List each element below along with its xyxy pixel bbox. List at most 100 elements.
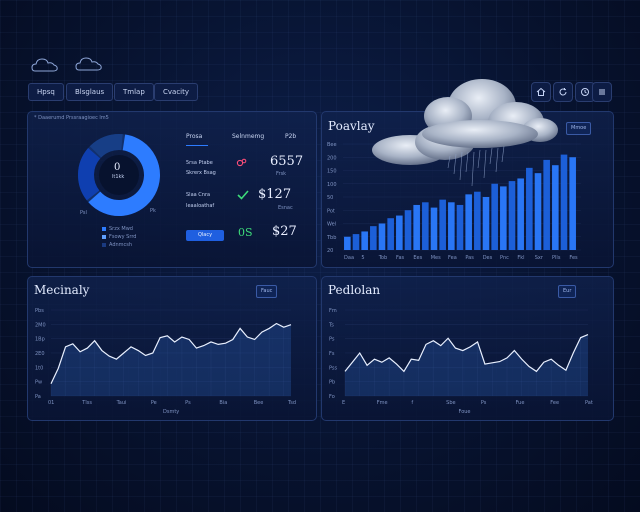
weekly-tag[interactable]: Mmoe <box>566 122 592 135</box>
donut-center <box>99 155 139 195</box>
storm-cloud-icon <box>372 79 558 187</box>
clock-icon-button[interactable] <box>575 82 595 102</box>
bar <box>396 215 403 250</box>
nav-tab-1[interactable]: Hpsq <box>28 83 64 101</box>
y-tick-label: Bee <box>327 142 337 148</box>
x-tick-label: Sxr <box>535 255 544 261</box>
x-tick-label: Fes <box>569 255 578 261</box>
y-tick-label: 20 <box>327 248 333 254</box>
x-tick-label: Tob <box>378 255 387 261</box>
x-tick-label: Fme <box>377 400 388 406</box>
y-tick-label: 100 <box>327 182 337 188</box>
nav-tab-4[interactable]: Cvacity <box>154 83 199 101</box>
col-header-2: Selnmemg <box>232 133 265 140</box>
row-2-label: Slaa Cnra <box>186 192 211 198</box>
bar <box>370 226 377 250</box>
y-tick-label: Ts <box>328 322 334 328</box>
monthly-title: Mecinaly <box>34 283 90 297</box>
bar <box>413 204 420 250</box>
col-header-3: P2b <box>285 133 297 140</box>
bar <box>569 157 576 250</box>
y-tick-label: Pw <box>35 380 42 386</box>
legend-label: Srzx Mwd <box>109 226 133 232</box>
bar <box>474 191 481 250</box>
refresh-icon <box>559 88 567 96</box>
apply-button[interactable]: Qlacy <box>186 230 224 241</box>
prediction-tag-label: Eur <box>563 288 572 294</box>
y-tick-label: Fo <box>329 394 335 400</box>
row-1-caption: Frsk <box>276 171 287 177</box>
x-tick-label: Pat <box>585 400 593 406</box>
refresh-icon-button[interactable] <box>553 82 573 102</box>
bar <box>508 181 516 250</box>
row-2-value: $127 <box>258 187 292 202</box>
y-tick-label: Fs <box>329 351 335 357</box>
nav-tab-2[interactable]: Blsglaus <box>66 83 114 101</box>
bar <box>491 183 498 250</box>
donut-value: 0 <box>114 162 121 173</box>
home-icon-button[interactable] <box>531 82 551 102</box>
area-fill <box>345 334 588 396</box>
x-tick-label: Bia <box>219 400 227 406</box>
area-line <box>50 322 292 384</box>
legend-item: Fsowy Srrd <box>102 233 136 241</box>
home-icon <box>536 87 546 96</box>
donut-subvalue: lt1kk <box>112 174 125 180</box>
y-tick-label: Ps <box>329 337 335 343</box>
x-tick-label: f <box>411 400 413 406</box>
donut-chart <box>78 134 160 216</box>
y-tick-label: Pbs <box>35 308 44 314</box>
bar <box>482 197 490 250</box>
bar <box>543 159 550 250</box>
legend-swatch <box>102 243 106 247</box>
cloud-logo-icon <box>30 55 60 75</box>
bar <box>344 236 351 250</box>
monthly-panel <box>27 276 317 421</box>
nav-tab-3[interactable]: Tmlap <box>114 83 154 101</box>
overview-panel <box>27 111 317 268</box>
y-tick-label: 2E0 <box>35 351 45 357</box>
y-tick-label: 1t0 <box>35 365 43 371</box>
bar <box>430 207 438 250</box>
y-tick-label: Fm <box>329 308 337 314</box>
x-tick-label: Ps <box>185 400 191 406</box>
x-tick-label: Des <box>483 255 493 261</box>
prediction-tag[interactable]: Eur <box>558 285 577 298</box>
bar <box>534 173 542 250</box>
x-tick-label: Tsd <box>287 400 296 406</box>
bar <box>378 223 386 250</box>
x-tick-label: Plls <box>552 255 561 261</box>
row-1-value: 6557 <box>270 154 304 169</box>
x-tick-label: Tlss <box>81 400 92 406</box>
legend-label: Fsowy Srrd <box>109 234 137 240</box>
weekly-title: Poavlay <box>328 119 375 133</box>
x-tick-label: Fea <box>448 255 457 261</box>
row-2-caption: Esnac <box>278 205 293 211</box>
area-gridlines <box>345 309 588 397</box>
os-value: 0S <box>238 226 253 239</box>
bar <box>560 154 568 250</box>
x-tick-label: Fkl <box>517 255 524 261</box>
alert-link-icon <box>236 158 247 167</box>
x-tick-label: 01 <box>48 400 54 406</box>
monthly-tag[interactable]: Fauc <box>256 285 278 298</box>
x-tick-label: Ees <box>413 255 422 261</box>
bar <box>404 210 412 250</box>
x-tick-label: Daa <box>344 255 354 261</box>
legend-swatch <box>102 235 106 239</box>
y-tick-label: 50 <box>327 195 333 201</box>
x-tick-label: Pas <box>465 255 474 261</box>
x-tick-label: E <box>342 400 345 406</box>
clock-icon <box>581 88 589 96</box>
x-tick-label: Fee <box>550 400 559 406</box>
bar <box>361 231 368 250</box>
bar <box>465 194 472 250</box>
legend-label: Adnmcsh <box>109 242 133 248</box>
x-tick-label: 5 <box>361 255 364 261</box>
donut-label-left: Psl <box>80 210 87 216</box>
y-tick-label: Tbb <box>326 235 336 241</box>
bar <box>352 234 360 250</box>
y-tick-label: Pb <box>329 380 335 386</box>
x-axis-title: Foue <box>459 409 471 415</box>
menu-icon-button[interactable] <box>592 82 612 102</box>
